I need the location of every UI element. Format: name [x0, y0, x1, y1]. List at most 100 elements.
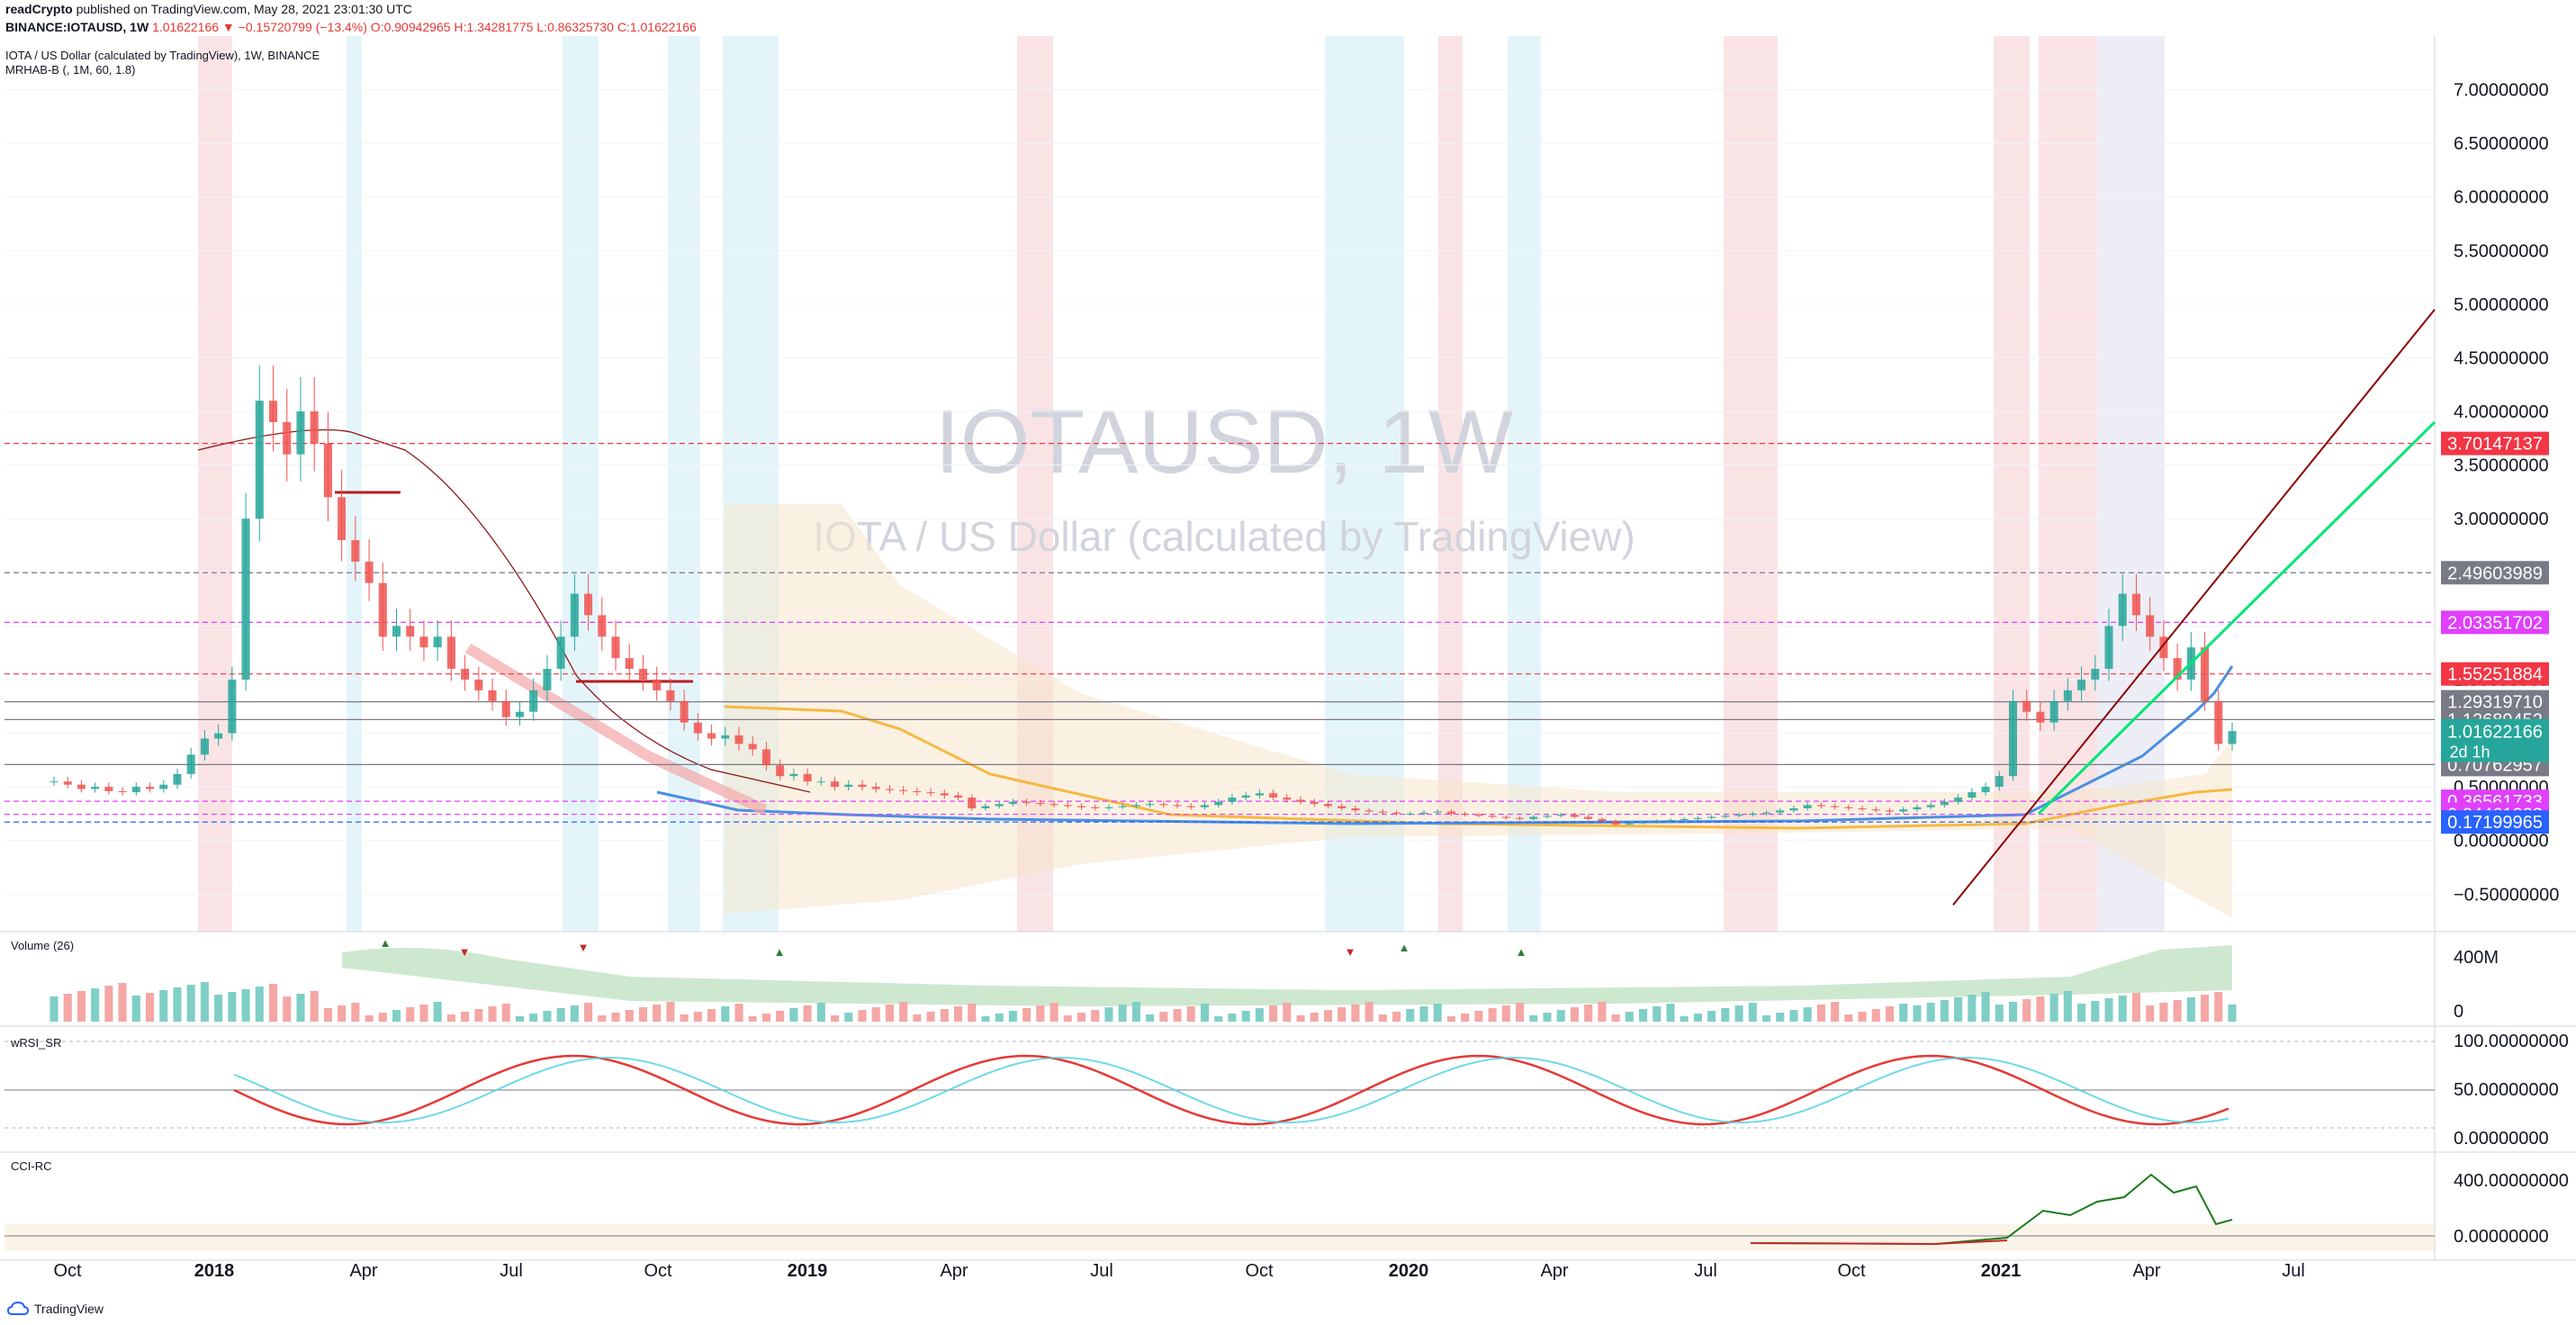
candle [2077, 679, 2086, 690]
volume-bar [1049, 1003, 1058, 1022]
volume-bar [1625, 1012, 1634, 1022]
volume-bar [556, 1008, 565, 1022]
volume-bar [831, 1015, 840, 1022]
volume-bar [323, 1008, 332, 1022]
volume-bar [748, 1016, 757, 1022]
volume-bar [2091, 1001, 2100, 1022]
publisher[interactable]: readCrypto [5, 2, 73, 16]
y-tick-label-15: −0.50000000 [2454, 885, 2559, 905]
volume-bar [2159, 1003, 2168, 1022]
volume-bar [761, 1014, 770, 1022]
volume-pane-label[interactable]: Volume (26) [11, 939, 75, 952]
y-tick-label-1: 6.50000000 [2454, 134, 2549, 154]
bg-band-2 [563, 36, 599, 932]
candle [761, 749, 770, 766]
volume-bar [1228, 1014, 1237, 1022]
candle [995, 804, 1004, 807]
volume-bar [63, 994, 72, 1022]
candle [625, 658, 634, 670]
candle [1378, 811, 1387, 813]
volume-bar [1693, 1014, 1702, 1022]
volume-bar [625, 1010, 634, 1022]
volume-bar [2036, 996, 2045, 1022]
volume-bar [776, 1011, 785, 1022]
volume-bar [1748, 1003, 1757, 1022]
cloud-area [725, 504, 2232, 918]
candle [1228, 798, 1237, 802]
price-level-badge-text-10: 0.17199965 [2447, 813, 2543, 833]
candle [666, 690, 675, 701]
ohlc-line: BINANCE:IOTAUSD, 1W 1.01622166 ▼ −0.1572… [5, 20, 697, 34]
volume-bar [338, 1005, 347, 1022]
candle [1995, 776, 2004, 788]
volume-bar [2146, 1005, 2155, 1022]
candle [885, 789, 894, 790]
bg-band-0 [198, 36, 232, 932]
volume-bar [1323, 1010, 1333, 1022]
volume-bar [570, 1005, 579, 1022]
candle [1173, 805, 1182, 807]
x-tick-label-10: Apr [1540, 1261, 1568, 1281]
rsi-pane-label[interactable]: wRSI_SR [11, 1036, 62, 1050]
candle [104, 787, 113, 791]
volume-bar [104, 986, 113, 1022]
rsi-y-tick-2: 0.00000000 [2454, 1129, 2549, 1149]
candle [831, 781, 840, 788]
volume-bar [2173, 1000, 2182, 1022]
candle [1968, 792, 1977, 798]
last-price-countdown: 2d 1h [2449, 744, 2490, 762]
y-tick-label-8: 3.00000000 [2454, 509, 2549, 529]
x-tick-label-15: Jul [2282, 1261, 2305, 1281]
volume-bar [1789, 1010, 1798, 1022]
volume-bar [926, 1012, 935, 1022]
watermark-symbol: IOTAUSD, 1W [935, 392, 1514, 492]
cci-pane-label[interactable]: CCI-RC [11, 1159, 52, 1173]
candle [1638, 822, 1648, 824]
candle [940, 793, 949, 796]
candle [2118, 593, 2127, 626]
symbol-line: BINANCE:IOTAUSD, 1W [5, 20, 149, 34]
candle [1816, 805, 1825, 807]
candle [1461, 813, 1470, 816]
candle [461, 669, 470, 680]
volume-bar [816, 1003, 825, 1022]
volume-bar [1543, 1013, 1552, 1022]
candle [515, 711, 525, 717]
cci-y-tick-0: 400.00000000 [2454, 1171, 2569, 1191]
y-tick-label-0: 7.00000000 [2454, 81, 2549, 101]
candle [1200, 805, 1210, 807]
volume-bar [131, 996, 140, 1022]
bg-band-9 [1724, 36, 1778, 932]
published-date: published on TradingView.com, May 28, 20… [76, 2, 412, 16]
legend-indicator[interactable]: MRHAB-B (, 1M, 60, 1.8) [5, 63, 136, 77]
volume-bar [433, 1002, 442, 1022]
volume-bar [1063, 1015, 1072, 1022]
volume-bar [2186, 997, 2195, 1022]
candle [1954, 798, 1963, 802]
volume-bar [310, 991, 319, 1022]
volume-bar [543, 1011, 552, 1022]
candle [131, 787, 140, 793]
volume-bar [1707, 1011, 1716, 1022]
candle [2008, 700, 2018, 777]
candle [296, 411, 305, 455]
tradingview-footer[interactable]: TradingView [7, 1302, 104, 1316]
candle [501, 700, 510, 717]
candle [1474, 815, 1483, 816]
candle [283, 421, 292, 455]
volume-bar [351, 1003, 360, 1022]
candle [1159, 804, 1168, 806]
rsi-line [233, 1057, 2229, 1124]
candle [1625, 823, 1634, 825]
candle [1049, 804, 1058, 806]
rsi-y-tick-0: 100.00000000 [2454, 1032, 2569, 1051]
legend-title[interactable]: IOTA / US Dollar (calculated by TradingV… [5, 49, 320, 62]
candle [1283, 798, 1292, 800]
volume-bar [1076, 1013, 1086, 1022]
volume-bar [1653, 1006, 1662, 1022]
candle [2201, 647, 2210, 701]
volume-bar [1283, 1003, 1292, 1022]
x-tick-label-5: 2019 [788, 1261, 828, 1281]
candle [392, 626, 401, 637]
